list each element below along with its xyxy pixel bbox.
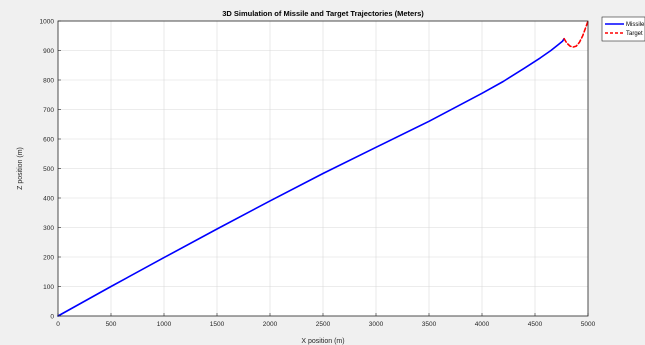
y-tick-label: 300 (43, 225, 54, 232)
legend-label-missile: Missile (626, 22, 645, 28)
y-tick-label: 500 (43, 166, 54, 173)
series-line-missile (57, 37, 565, 317)
x-tick-label: 500 (106, 321, 117, 328)
y-tick-label: 1000 (40, 18, 55, 25)
x-tick-label: 5000 (581, 321, 596, 328)
x-tick-label: 3000 (369, 321, 384, 328)
y-tick-label: 900 (43, 48, 54, 55)
y-axis-label: Z position (m) (17, 147, 24, 190)
y-tick-label: 200 (43, 254, 54, 261)
legend-box (601, 16, 645, 42)
y-tick-label: 100 (43, 284, 54, 291)
x-axis-label: X position (m) (301, 338, 344, 345)
x-tick-label: 2500 (316, 321, 331, 328)
y-tick-label: 600 (43, 136, 54, 143)
x-tick-label: 0 (56, 321, 60, 328)
x-tick-label: 2000 (263, 321, 278, 328)
series-line-target (563, 20, 589, 48)
series-layer (57, 20, 589, 317)
legend: Missile Target (601, 16, 645, 42)
x-tick-label: 1000 (157, 321, 172, 328)
y-tick-label: 800 (43, 77, 54, 84)
x-tick-label: 4000 (475, 321, 490, 328)
tick-layer: 0 500 1000 1500 2000 2500 3000 3500 4000 4500 5000… (40, 18, 596, 328)
x-tick-label: 4500 (528, 321, 543, 328)
y-tick-label: 400 (43, 195, 54, 202)
legend-label-target: Target (626, 31, 643, 37)
chart-title: 3D Simulation of Missile and Target Traj… (222, 9, 424, 18)
x-tick-label: 1500 (210, 321, 225, 328)
x-tick-label: 3500 (422, 321, 437, 328)
y-tick-label: 700 (43, 107, 54, 114)
y-tick-label: 0 (50, 313, 54, 320)
